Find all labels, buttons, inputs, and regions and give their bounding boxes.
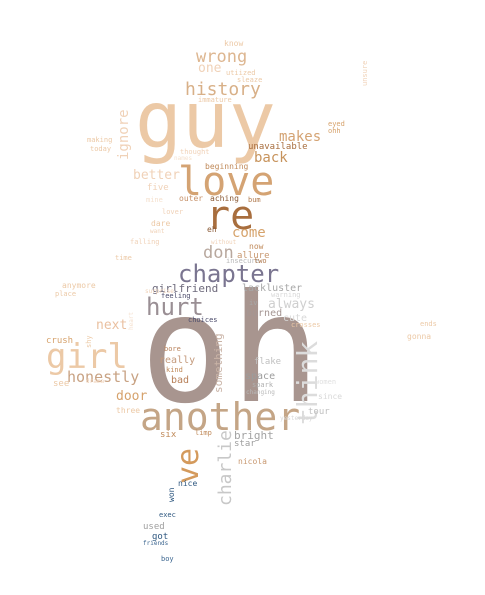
word-better: better [133, 168, 180, 183]
word-flake: flake [254, 357, 282, 367]
word-unavailable: unavailable [248, 142, 308, 152]
word-heart: heart [128, 311, 135, 330]
word-shy: shy [85, 335, 93, 348]
word-bright: bright [234, 429, 274, 442]
word-place: place [55, 290, 77, 298]
word-got: got [152, 532, 169, 542]
word-beginning: beginning [205, 162, 249, 171]
word-now: now [249, 242, 264, 251]
word-eyed: eyed [328, 120, 345, 128]
word-girl: girl [46, 337, 128, 377]
word-since: since [318, 392, 343, 401]
word-love: love [178, 159, 275, 205]
word-really: really [159, 355, 196, 366]
word-exec: exec [159, 511, 176, 519]
word-immature: immature [198, 96, 232, 104]
word-without: without [211, 239, 237, 246]
word-crosses: crosses [291, 321, 321, 329]
word-charlie: charlie [215, 430, 236, 506]
word-anymore: anymore [62, 281, 96, 290]
word-tour: tour [308, 407, 330, 417]
word-won: won [167, 487, 176, 502]
word-re: re [206, 193, 255, 239]
word-gonna: gonna [407, 332, 432, 341]
word-feeling: feeling [161, 292, 191, 300]
word-names: names [174, 155, 193, 162]
word-honestly: honestly [67, 368, 140, 386]
word-insecure: insecure [226, 257, 260, 265]
word-utiized: utiized [226, 69, 256, 77]
word-lover: lover [162, 208, 184, 216]
word-dare: dare [151, 219, 171, 228]
word-drama: drama [86, 378, 105, 385]
word-used: used [143, 522, 165, 532]
word-outer: outer [179, 194, 204, 203]
word-another: another [140, 395, 301, 439]
word-ignore: ignore [116, 109, 132, 160]
word-unsure: unsure [361, 60, 369, 86]
word-today: today [90, 145, 112, 153]
word-three: three [116, 406, 141, 415]
word-two: two [254, 257, 267, 265]
word-choices: choices [188, 316, 218, 324]
word-mine: mine [146, 196, 163, 204]
word-bore: bore [164, 345, 181, 353]
word-space: space [245, 371, 276, 382]
word-time: time [115, 254, 132, 262]
word-always: always [268, 297, 315, 312]
word-changing: changing [246, 389, 275, 396]
word-bum: bum [248, 196, 261, 204]
word-spark: spark [252, 381, 274, 389]
word-friends: friends [143, 540, 169, 547]
word-iv: iv [249, 299, 258, 307]
word-aching: aching [210, 194, 239, 203]
word-ends: ends [420, 320, 437, 328]
word-don: don [203, 243, 234, 263]
word-girlfriend: girlfriend [152, 282, 219, 295]
word-ohh: ohh [328, 127, 341, 135]
word-limp: limp [195, 429, 212, 437]
word-want: want [150, 228, 165, 235]
word-warning: warning [271, 291, 301, 299]
word-next: next [96, 318, 128, 333]
word-eh: eh [207, 225, 217, 234]
word-wrong: wrong [196, 47, 248, 67]
word-six: six [160, 430, 177, 440]
word-crush: crush [46, 336, 74, 346]
word-one: one [198, 61, 222, 76]
word-know: know [224, 39, 244, 48]
word-come: come [232, 225, 266, 241]
word-lackluster: lackluster [242, 283, 303, 294]
word-boy: boy [161, 555, 174, 563]
word-kind: kind [166, 366, 183, 374]
word-surprise: surprise [145, 288, 174, 295]
word-nice: nice [178, 479, 198, 488]
word-making: making [87, 136, 113, 144]
word-five: five [147, 183, 169, 193]
word-see: see [53, 379, 70, 389]
word-cute: cute [283, 313, 308, 324]
word-something: something [212, 333, 225, 393]
word-chapter: chapter [178, 260, 280, 288]
word-star: star [234, 439, 256, 449]
word-sleaze: sleaze [237, 76, 263, 84]
word-nicola: nicola [238, 457, 267, 466]
word-oh: oh [140, 263, 321, 437]
word-makes: makes [279, 129, 322, 145]
word-thought: thought [180, 148, 210, 156]
word-hurt: hurt [146, 293, 204, 321]
word-allure: allure [237, 251, 270, 261]
word-door: door [116, 389, 148, 404]
word-burned: burned [246, 308, 283, 319]
word-bad: bad [171, 375, 190, 386]
word-back: back [254, 150, 288, 166]
word-yesterday: yesterday [280, 415, 313, 422]
word-falling: falling [130, 238, 160, 246]
word-women: women [315, 378, 337, 386]
word-guy: guy [135, 76, 276, 166]
word-history: history [185, 79, 261, 100]
